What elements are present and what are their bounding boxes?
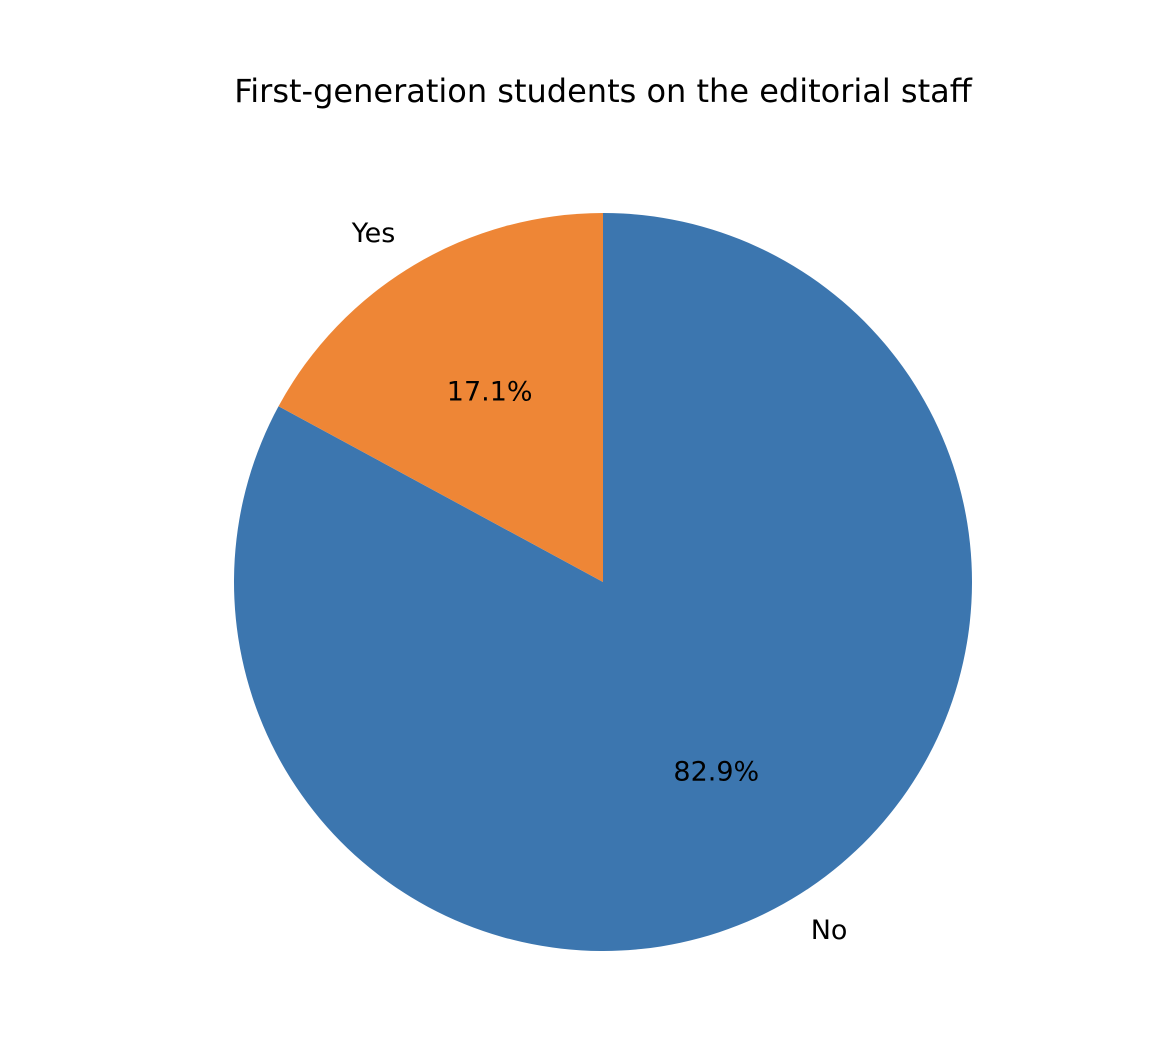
- pie-slice-yes: [278, 213, 603, 582]
- pie-slices: [233, 213, 972, 951]
- slice-label-no: No: [811, 915, 848, 946]
- slice-percent-no: 82.9%: [673, 757, 759, 788]
- chart-title: First-generation students on the editori…: [234, 72, 973, 110]
- slice-label-yes: Yes: [351, 218, 396, 249]
- slice-percent-yes: 17.1%: [447, 376, 533, 407]
- pie-labels: No 82.9% Yes 17.1%: [351, 218, 848, 946]
